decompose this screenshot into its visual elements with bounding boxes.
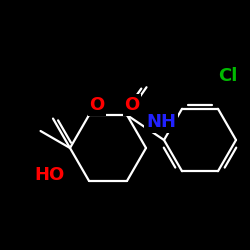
Text: Cl: Cl bbox=[218, 67, 238, 85]
Text: O: O bbox=[90, 96, 104, 114]
Text: NH: NH bbox=[146, 113, 176, 131]
Text: O: O bbox=[124, 96, 140, 114]
Text: HO: HO bbox=[35, 166, 65, 184]
